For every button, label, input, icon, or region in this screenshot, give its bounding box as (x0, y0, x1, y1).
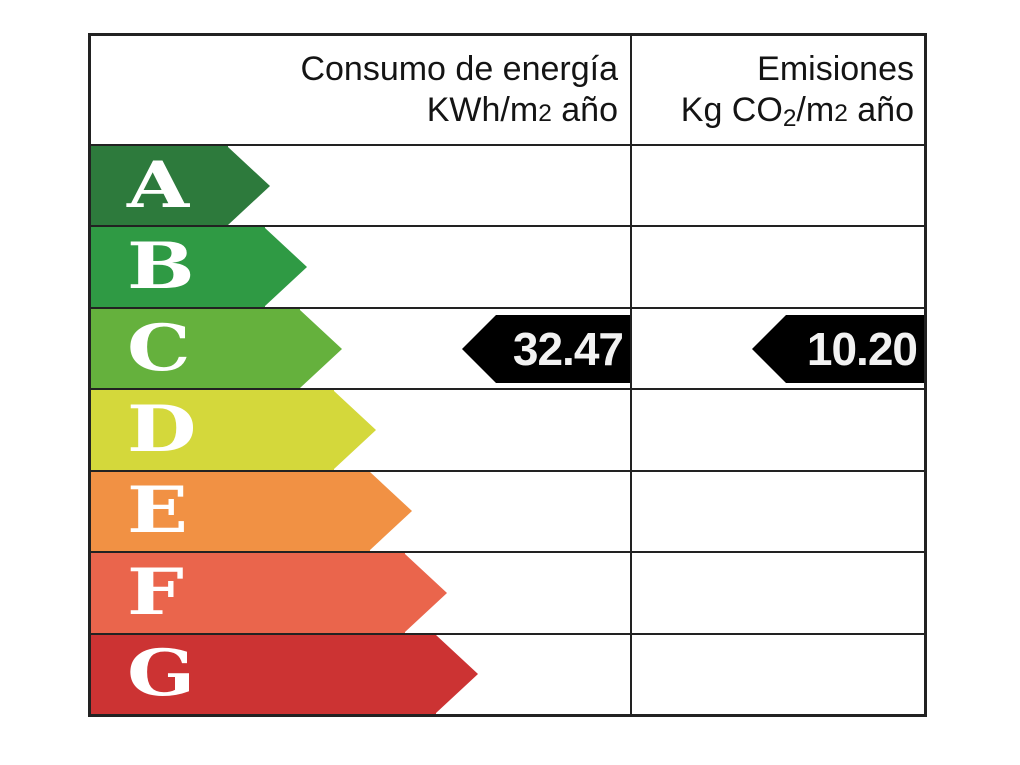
value-arrow-tip-icon (752, 314, 786, 383)
rating-arrow-tip-icon (436, 635, 478, 714)
consumption-value-arrow: 32.47 (462, 314, 630, 383)
rating-arrow-b: B (91, 227, 307, 307)
rating-scale: A B C 32.47 10.20 D E F G (91, 146, 924, 714)
consumption-header-line1: Consumo de energía (300, 50, 618, 89)
emissions-cell-c: 10.20 (632, 309, 924, 388)
emissions-cell-a (632, 146, 924, 225)
scale-row-e: E (91, 471, 924, 554)
rating-arrow-tip-icon (265, 228, 307, 307)
rating-letter-c: C (127, 310, 191, 386)
table-header: Consumo de energía KWh/m2 año Emisiones … (91, 36, 924, 146)
emissions-cell-e (632, 472, 924, 551)
rating-table: Consumo de energía KWh/m2 año Emisiones … (88, 33, 927, 717)
emissions-cell-d (632, 390, 924, 469)
emissions-value-arrow: 10.20 (752, 314, 924, 383)
consumption-header-line2: KWh/m2 año (426, 91, 618, 129)
scale-row-g: G (91, 634, 924, 714)
consumption-cell-a: A (91, 146, 632, 226)
rating-arrow-tip-icon (370, 472, 412, 551)
rating-arrow-tip-icon (300, 309, 342, 388)
emissions-value: 10.20 (806, 322, 918, 375)
consumption-header: Consumo de energía KWh/m2 año (91, 36, 632, 144)
rating-arrow-e: E (91, 471, 412, 552)
consumption-cell-b: B (91, 227, 632, 307)
rating-letter-b: B (127, 229, 195, 305)
rating-arrow-a: A (91, 146, 270, 226)
emissions-cell-g (632, 635, 924, 714)
scale-row-b: B (91, 227, 924, 309)
rating-arrow-f: F (91, 553, 447, 633)
scale-row-c: C 32.47 10.20 (91, 308, 924, 391)
value-arrow-tip-icon (462, 314, 496, 383)
rating-letter-e: E (127, 473, 188, 549)
rating-arrow-tip-icon (334, 390, 376, 469)
scale-row-f: F (91, 553, 924, 635)
consumption-value: 32.47 (512, 322, 624, 375)
rating-letter-d: D (127, 391, 197, 467)
scale-row-a: A (91, 146, 924, 228)
rating-arrow-tip-icon (405, 553, 447, 632)
emissions-header: Emisiones Kg CO2/m2 año (632, 36, 924, 144)
rating-arrow-d: D (91, 390, 376, 470)
consumption-cell-d: D (91, 390, 632, 470)
emissions-cell-f (632, 553, 924, 632)
consumption-cell-c: C 32.47 (91, 308, 632, 389)
consumption-cell-e: E (91, 471, 632, 552)
consumption-cell-f: F (91, 553, 632, 633)
rating-arrow-g: G (91, 634, 478, 714)
emissions-cell-b (632, 227, 924, 306)
emissions-header-line1: Emisiones (757, 50, 914, 89)
rating-arrow-tip-icon (228, 146, 270, 225)
rating-arrow-c: C (91, 308, 342, 389)
rating-letter-a: A (127, 147, 190, 223)
consumption-cell-g: G (91, 634, 632, 714)
rating-letter-f: F (127, 554, 184, 630)
rating-letter-g: G (127, 636, 196, 712)
scale-row-d: D (91, 390, 924, 472)
emissions-header-line2: Kg CO2/m2 año (680, 91, 914, 132)
